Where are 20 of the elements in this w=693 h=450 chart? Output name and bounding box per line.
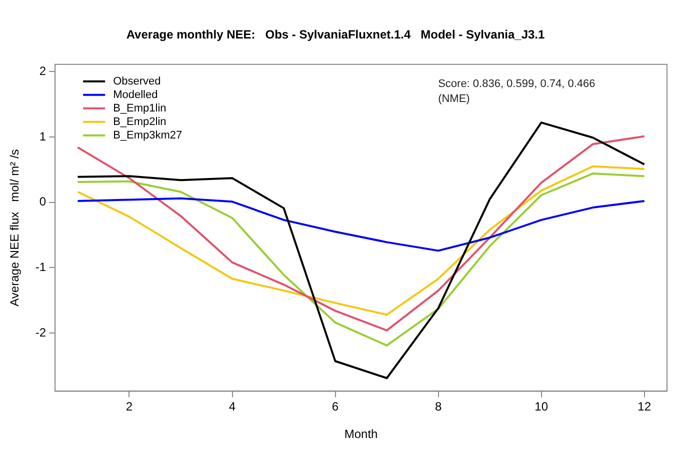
x-tick-label: 12: [638, 400, 652, 414]
legend-label: Observed: [113, 75, 161, 88]
x-axis-title: Month: [344, 427, 378, 442]
x-tick-label: 8: [434, 400, 442, 414]
y-tick-label: -2: [35, 325, 46, 340]
y-axis-title: Average NEE flux mol/ m² /s: [8, 149, 22, 306]
x-tick-label: 10: [534, 400, 548, 414]
y-tick-label: 2: [39, 64, 46, 78]
annotation: Score: 0.836, 0.599, 0.74, 0.466 (NME): [438, 78, 596, 105]
legend-label: B_Emp1lin: [113, 102, 166, 114]
y-tick-label: 0: [39, 194, 46, 209]
x-tick-label: 6: [332, 400, 339, 414]
legend-label: Modelled: [113, 88, 158, 101]
y-tick-label: 1: [39, 129, 46, 144]
x-tick-label: 4: [228, 400, 236, 414]
legend-label: B_Emp2lin: [113, 116, 166, 128]
chart-title: Average monthly NEE: Obs - SylvaniaFluxnet.1.4 Model - Sylvania_J3.1: [126, 28, 546, 42]
x-tick-label: 2: [126, 400, 133, 414]
y-tick-label: -1: [35, 260, 46, 274]
legend-label: B_Emp3km27: [113, 129, 182, 142]
